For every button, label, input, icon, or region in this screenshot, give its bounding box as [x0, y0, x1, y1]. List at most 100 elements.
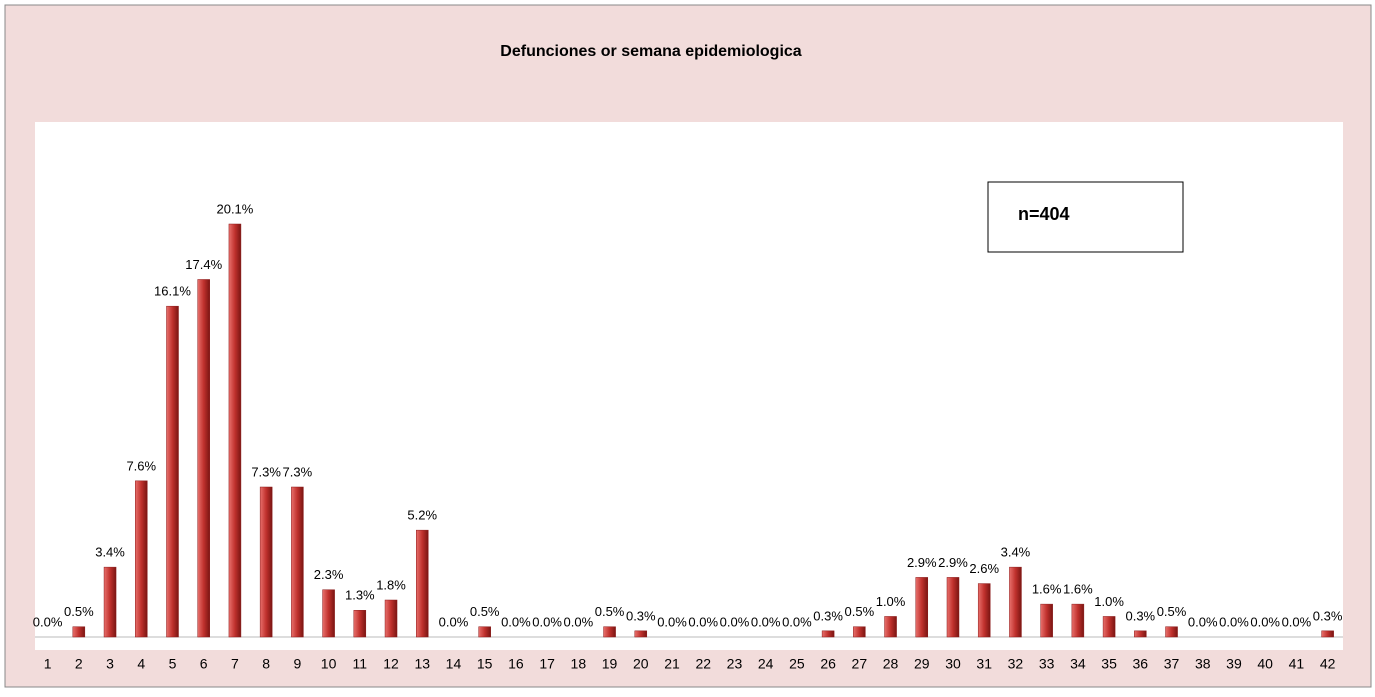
annotation-box: [987, 181, 1184, 253]
data-label: 1.3%: [345, 588, 375, 603]
bar: [1071, 603, 1085, 638]
x-tick-label: 7: [231, 656, 239, 672]
bar: [291, 486, 304, 638]
bar: [821, 630, 835, 638]
x-tick-label: 1: [44, 656, 52, 672]
x-tick-label: 37: [1164, 656, 1180, 672]
data-label: 0.0%: [657, 614, 687, 629]
bar: [1321, 630, 1334, 638]
x-tick-label: 12: [383, 656, 399, 672]
data-label: 0.0%: [501, 614, 531, 629]
x-tick-label: 20: [633, 656, 649, 672]
x-tick-label: 5: [169, 656, 177, 672]
x-tick-label: 9: [293, 656, 301, 672]
bar: [977, 583, 991, 638]
data-label: 7.3%: [251, 464, 281, 479]
data-label: 0.5%: [64, 604, 94, 619]
bar: [322, 589, 335, 638]
data-label: 0.3%: [813, 608, 843, 623]
bar: [197, 279, 210, 638]
x-tick-label: 23: [727, 656, 743, 672]
x-tick-label: 29: [914, 656, 930, 672]
data-label: 1.0%: [876, 594, 906, 609]
chart-title: Defunciones or semana epidemiologica: [500, 43, 802, 60]
data-label: 0.5%: [845, 604, 875, 619]
data-label: 0.3%: [1125, 608, 1155, 623]
bar: [135, 480, 148, 638]
data-label: 0.3%: [1313, 608, 1343, 623]
bar: [353, 610, 367, 638]
data-label: 0.0%: [439, 614, 469, 629]
x-tick-label: 31: [976, 656, 992, 672]
x-tick-label: 27: [852, 656, 868, 672]
data-label: 0.5%: [1157, 604, 1187, 619]
x-tick-label: 34: [1070, 656, 1086, 672]
data-label: 1.8%: [376, 577, 406, 592]
data-label: 7.3%: [283, 464, 313, 479]
bar: [884, 616, 897, 638]
bar: [478, 626, 491, 638]
bar: [1040, 603, 1053, 638]
x-tick-label: 15: [477, 656, 493, 672]
x-tick-label: 14: [446, 656, 462, 672]
x-tick-label: 32: [1008, 656, 1024, 672]
data-label: 0.0%: [564, 614, 594, 629]
x-tick-label: 19: [602, 656, 618, 672]
data-label: 0.0%: [688, 614, 718, 629]
data-label: 0.5%: [595, 604, 625, 619]
x-tick-label: 41: [1289, 656, 1305, 672]
data-label: 0.0%: [1219, 614, 1249, 629]
x-tick-label: 13: [414, 656, 430, 672]
data-label: 17.4%: [185, 257, 222, 272]
x-tick-label: 38: [1195, 656, 1211, 672]
data-label: 0.0%: [720, 614, 750, 629]
data-label: 0.3%: [626, 608, 656, 623]
x-tick-label: 25: [789, 656, 805, 672]
x-tick-label: 33: [1039, 656, 1055, 672]
x-tick-label: 11: [353, 656, 368, 672]
data-label: 2.6%: [969, 561, 999, 576]
x-tick-label: 30: [945, 656, 961, 672]
data-label: 0.0%: [33, 614, 63, 629]
annotation: n=404: [1018, 204, 1070, 224]
bar: [1165, 626, 1178, 638]
data-label: 0.0%: [532, 614, 562, 629]
x-tick-label: 4: [137, 656, 145, 672]
x-tick-label: 26: [820, 656, 836, 672]
data-label: 2.9%: [938, 555, 968, 570]
bar: [166, 305, 179, 638]
x-tick-label: 16: [508, 656, 524, 672]
bar: [228, 223, 242, 638]
x-tick-label: 21: [664, 656, 680, 672]
x-tick-label: 35: [1101, 656, 1117, 672]
x-tick-label: 10: [321, 656, 337, 672]
data-label: 1.6%: [1032, 582, 1062, 597]
data-label: 1.6%: [1063, 582, 1093, 597]
bar: [853, 626, 866, 638]
data-label: 2.3%: [314, 567, 344, 582]
data-label: 3.4%: [1001, 545, 1031, 560]
x-tick-label: 8: [262, 656, 270, 672]
x-tick-label: 39: [1226, 656, 1242, 672]
data-label: 7.6%: [126, 458, 156, 473]
bar: [1102, 616, 1116, 638]
bar: [72, 626, 86, 638]
bar: [634, 630, 648, 638]
data-label: 0.0%: [782, 614, 812, 629]
data-label: 0.0%: [1282, 614, 1312, 629]
x-tick-label: 6: [200, 656, 208, 672]
x-tick-label: 17: [539, 656, 555, 672]
x-tick-label: 22: [695, 656, 711, 672]
data-label: 0.0%: [751, 614, 781, 629]
bar: [1134, 630, 1147, 638]
bar: [416, 529, 429, 638]
bar: [103, 566, 117, 638]
bar: [1009, 566, 1022, 638]
data-label: 1.0%: [1094, 594, 1124, 609]
bar: [259, 486, 273, 638]
bar: [384, 599, 398, 638]
bar: [603, 626, 616, 638]
x-tick-label: 40: [1257, 656, 1273, 672]
x-tick-label: 36: [1133, 656, 1149, 672]
